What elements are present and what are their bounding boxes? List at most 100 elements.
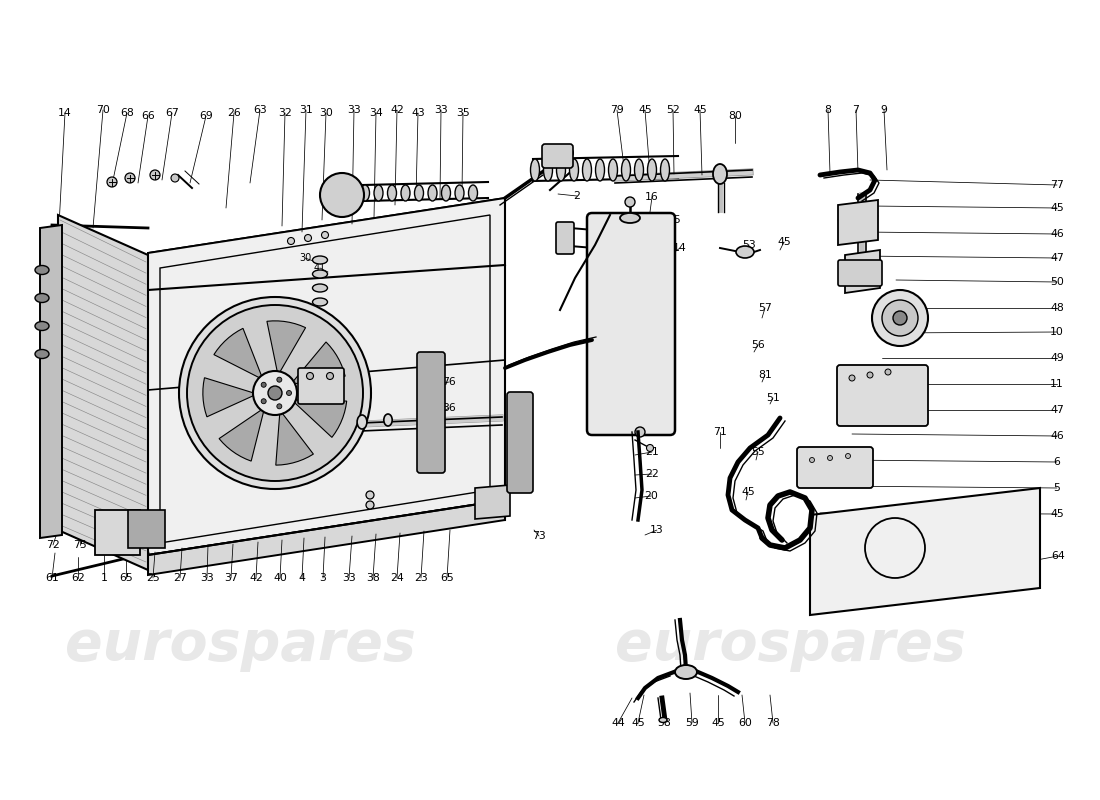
Polygon shape <box>290 342 345 384</box>
Text: 60: 60 <box>738 718 752 728</box>
Text: eurospares: eurospares <box>615 618 966 672</box>
Circle shape <box>882 300 918 336</box>
Ellipse shape <box>736 246 754 258</box>
Circle shape <box>366 491 374 499</box>
Text: 33: 33 <box>342 573 356 583</box>
Polygon shape <box>128 510 165 548</box>
Circle shape <box>827 455 833 461</box>
Text: 70: 70 <box>96 105 110 115</box>
Text: 65: 65 <box>119 573 133 583</box>
Text: 35: 35 <box>456 108 470 118</box>
Circle shape <box>810 458 814 462</box>
Text: 55: 55 <box>751 447 764 457</box>
Circle shape <box>366 501 374 509</box>
Polygon shape <box>213 328 263 379</box>
Circle shape <box>867 372 873 378</box>
Text: 56: 56 <box>751 340 764 350</box>
Text: 9: 9 <box>881 105 888 115</box>
Polygon shape <box>475 485 510 519</box>
Text: 51: 51 <box>766 393 780 403</box>
Ellipse shape <box>455 185 464 201</box>
Text: 45: 45 <box>631 718 645 728</box>
Polygon shape <box>148 198 505 555</box>
Text: 47: 47 <box>1050 405 1064 415</box>
Text: 37: 37 <box>224 573 238 583</box>
Text: 31: 31 <box>299 105 312 115</box>
Text: 21: 21 <box>645 447 659 457</box>
Polygon shape <box>292 400 346 438</box>
Ellipse shape <box>621 159 630 181</box>
Ellipse shape <box>312 284 328 292</box>
Text: 80: 80 <box>728 111 741 121</box>
FancyBboxPatch shape <box>417 352 446 473</box>
Text: 45: 45 <box>777 237 791 247</box>
Circle shape <box>268 386 282 400</box>
Ellipse shape <box>660 159 670 181</box>
FancyBboxPatch shape <box>837 365 928 426</box>
Text: 33: 33 <box>434 105 448 115</box>
Ellipse shape <box>713 164 727 184</box>
Text: 40: 40 <box>273 573 287 583</box>
Text: 13: 13 <box>650 525 664 535</box>
Ellipse shape <box>374 185 383 201</box>
Text: 25: 25 <box>146 573 160 583</box>
Text: 19: 19 <box>647 415 661 425</box>
Circle shape <box>635 427 645 437</box>
Text: 43: 43 <box>411 108 425 118</box>
Text: 53: 53 <box>742 240 756 250</box>
Text: 45: 45 <box>693 105 707 115</box>
Ellipse shape <box>428 185 437 201</box>
Circle shape <box>327 373 333 379</box>
Polygon shape <box>148 198 505 287</box>
Text: 57: 57 <box>758 303 772 313</box>
Text: 77: 77 <box>1050 180 1064 190</box>
FancyBboxPatch shape <box>542 144 573 168</box>
Text: 68: 68 <box>120 108 134 118</box>
Text: 61: 61 <box>45 573 59 583</box>
Text: 7: 7 <box>852 105 859 115</box>
FancyBboxPatch shape <box>507 392 534 493</box>
Text: 47: 47 <box>1050 253 1064 263</box>
Text: 32: 32 <box>278 108 292 118</box>
Text: 18: 18 <box>661 270 675 280</box>
Circle shape <box>886 369 891 375</box>
Text: 22: 22 <box>645 469 659 479</box>
Circle shape <box>187 305 363 481</box>
Circle shape <box>305 234 311 242</box>
Text: 33: 33 <box>200 573 213 583</box>
Ellipse shape <box>312 270 328 278</box>
Circle shape <box>179 297 371 489</box>
Text: 24: 24 <box>390 573 404 583</box>
Text: 63: 63 <box>253 105 267 115</box>
Ellipse shape <box>441 185 451 201</box>
Text: 2: 2 <box>573 191 581 201</box>
Circle shape <box>287 238 295 245</box>
Text: 36: 36 <box>442 403 455 413</box>
Text: 11: 11 <box>1050 379 1064 389</box>
Text: 33: 33 <box>348 105 361 115</box>
Ellipse shape <box>648 159 657 181</box>
Text: 48: 48 <box>1050 303 1064 313</box>
Text: 52: 52 <box>667 105 680 115</box>
Polygon shape <box>148 500 505 575</box>
Text: 45: 45 <box>1050 509 1064 519</box>
Ellipse shape <box>384 414 393 426</box>
Text: 38: 38 <box>366 573 379 583</box>
Text: 74: 74 <box>94 540 107 550</box>
Text: 46: 46 <box>1050 229 1064 239</box>
Text: 41: 41 <box>314 263 326 273</box>
Text: 16: 16 <box>645 192 659 202</box>
Text: 10: 10 <box>1050 327 1064 337</box>
Polygon shape <box>810 488 1040 615</box>
Text: 58: 58 <box>657 718 671 728</box>
Circle shape <box>320 173 364 217</box>
Circle shape <box>849 375 855 381</box>
FancyBboxPatch shape <box>587 213 675 435</box>
Ellipse shape <box>361 185 370 201</box>
Text: eurospares: eurospares <box>65 618 416 672</box>
Ellipse shape <box>358 415 367 429</box>
Text: 59: 59 <box>685 718 698 728</box>
Circle shape <box>261 398 266 404</box>
Polygon shape <box>58 215 148 570</box>
Text: 30: 30 <box>299 253 311 263</box>
